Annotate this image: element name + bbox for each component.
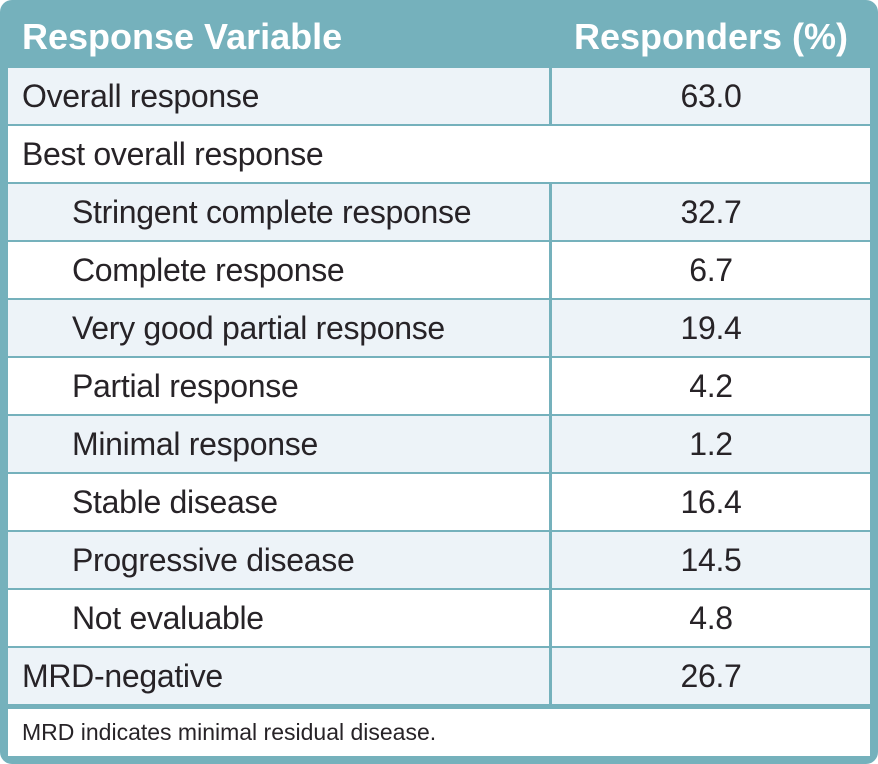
row-label: Complete response bbox=[8, 242, 549, 298]
row-label: Minimal response bbox=[8, 416, 549, 472]
table-row: Stringent complete response 32.7 bbox=[8, 184, 870, 240]
table-row: Partial response 4.2 bbox=[8, 358, 870, 414]
table-row: MRD-negative 26.7 bbox=[8, 648, 870, 704]
table-row: Stable disease 16.4 bbox=[8, 474, 870, 530]
row-label: Stable disease bbox=[8, 474, 549, 530]
row-label: Not evaluable bbox=[8, 590, 549, 646]
row-value: 6.7 bbox=[552, 242, 870, 298]
table-row: Complete response 6.7 bbox=[8, 242, 870, 298]
row-label: Stringent complete response bbox=[8, 184, 549, 240]
column-header-responders-pct: Responders (%) bbox=[552, 8, 870, 66]
row-label: Very good partial response bbox=[8, 300, 549, 356]
table-header-row: Response Variable Responders (%) bbox=[8, 8, 870, 66]
row-value: 63.0 bbox=[552, 68, 870, 124]
table-row-group-header: Best overall response bbox=[8, 126, 870, 182]
table-row: Progressive disease 14.5 bbox=[8, 532, 870, 588]
row-label: MRD-negative bbox=[8, 648, 549, 704]
table-row: Overall response 63.0 bbox=[8, 68, 870, 124]
row-value: 14.5 bbox=[552, 532, 870, 588]
table-footnote: MRD indicates minimal residual disease. bbox=[8, 709, 870, 756]
row-value: 1.2 bbox=[552, 416, 870, 472]
row-value: 26.7 bbox=[552, 648, 870, 704]
table-row: Minimal response 1.2 bbox=[8, 416, 870, 472]
row-value: 4.8 bbox=[552, 590, 870, 646]
row-label: Best overall response bbox=[8, 126, 870, 182]
column-header-response-variable: Response Variable bbox=[8, 8, 549, 66]
row-label: Overall response bbox=[8, 68, 549, 124]
row-value: 16.4 bbox=[552, 474, 870, 530]
row-label: Partial response bbox=[8, 358, 549, 414]
row-value: 32.7 bbox=[552, 184, 870, 240]
row-value: 19.4 bbox=[552, 300, 870, 356]
table-row: Very good partial response 19.4 bbox=[8, 300, 870, 356]
table-row: Not evaluable 4.8 bbox=[8, 590, 870, 646]
table-footnote-row: MRD indicates minimal residual disease. bbox=[8, 709, 870, 756]
row-value: 4.2 bbox=[552, 358, 870, 414]
row-label: Progressive disease bbox=[8, 532, 549, 588]
